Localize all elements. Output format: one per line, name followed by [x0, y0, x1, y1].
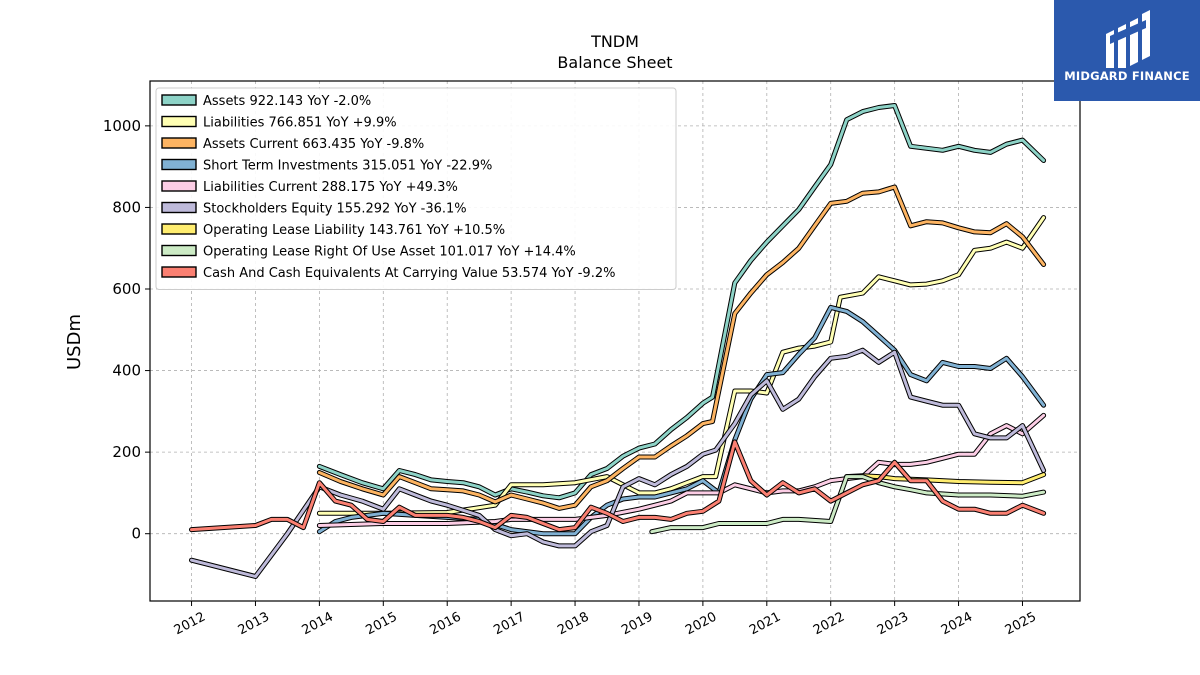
legend-entry: Assets 922.143 YoY -2.0% [203, 94, 371, 109]
x-tick-label: 2013 [236, 610, 272, 639]
y-tick-label: 400 [112, 362, 141, 380]
x-tick-label: 2017 [491, 610, 527, 639]
x-tick-label: 2023 [875, 610, 911, 639]
x-tick-label: 2020 [683, 610, 719, 639]
x-tick-label: 2018 [555, 610, 591, 639]
y-tick-label: 800 [112, 198, 141, 216]
x-tick-label: 2021 [747, 610, 783, 639]
legend-swatch [161, 180, 197, 192]
series-line [317, 185, 1046, 510]
x-tick-label: 2014 [300, 610, 336, 639]
midgard-logo-icon [1106, 10, 1150, 68]
legend-swatch [161, 201, 197, 214]
series-layer [189, 103, 1047, 579]
legend-swatch [161, 115, 197, 128]
legend-swatch [161, 266, 197, 278]
legend-entry: Liabilities Current 288.175 YoY +49.3% [203, 180, 458, 195]
legend-entry: Cash And Cash Equivalents At Carrying Va… [203, 266, 615, 281]
series-line [650, 475, 1046, 534]
y-tick-label: 600 [112, 280, 141, 298]
legend-entry: Stockholders Equity 155.292 YoY -36.1% [203, 202, 467, 217]
series-line [190, 440, 1046, 532]
chart-subtitle: Balance Sheet [557, 53, 672, 72]
series-assets-current [316, 184, 1047, 511]
y-tick-label: 1000 [103, 117, 141, 135]
legend-swatch [161, 94, 197, 106]
legend: Assets 922.143 YoY -2.0% Liabilities 766.… [155, 87, 677, 290]
legend-frame [155, 87, 677, 290]
y-tick-label: 0 [131, 525, 141, 543]
x-tick-label: 2019 [619, 610, 655, 639]
series-line [317, 104, 1046, 500]
legend-swatch [161, 223, 197, 235]
legend-entry: Liabilities 766.851 YoY +9.9% [203, 116, 397, 131]
series-line [190, 348, 1046, 578]
x-tick-label: 2016 [427, 610, 463, 639]
chart-title: TNDM [590, 32, 639, 51]
brand-name: MIDGARD FINANCE [1064, 69, 1190, 83]
legend-swatch [161, 158, 197, 171]
y-tick-label: 200 [112, 443, 141, 461]
x-tick-label: 2015 [364, 610, 400, 639]
legend-swatch [161, 137, 197, 149]
x-tick-label: 2024 [939, 610, 975, 639]
midgard-finance-logo: MIDGARD FINANCE [1054, 0, 1200, 101]
x-tick-label: 2022 [811, 610, 847, 639]
legend-entry: Assets Current 663.435 YoY -9.8% [203, 137, 424, 152]
legend-entry: Operating Lease Right Of Use Asset 101.0… [203, 245, 576, 260]
legend-swatch [161, 244, 197, 257]
series-assets [316, 103, 1047, 501]
legend-entry: Operating Lease Liability 143.761 YoY +1… [203, 223, 505, 238]
plot-frame [149, 80, 1081, 602]
y-axis-label: USDm [64, 314, 85, 370]
x-tick-label: 2025 [1003, 610, 1039, 639]
x-tick-label: 2012 [172, 610, 208, 639]
series-operating-lease-right-of-use-asset [649, 474, 1047, 535]
legend-entry: Short Term Investments 315.051 YoY -22.9… [203, 159, 492, 174]
series-stockholders-equity [189, 347, 1047, 579]
series-cash-and-cash-equivalents-at-carrying-value [189, 439, 1047, 533]
